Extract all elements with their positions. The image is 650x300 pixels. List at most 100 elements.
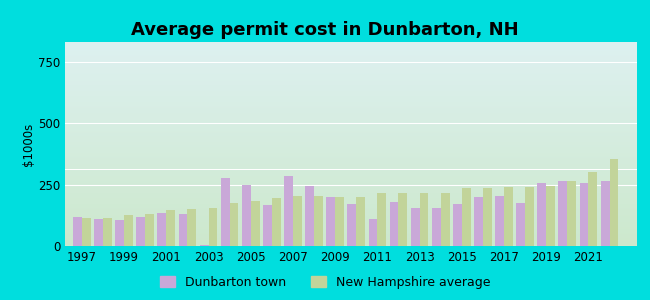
Bar — [65, 197, 637, 198]
Bar — [65, 201, 637, 202]
Bar — [124, 215, 133, 246]
Bar — [65, 73, 637, 74]
Bar — [65, 205, 637, 206]
Bar — [398, 193, 408, 246]
Bar — [65, 42, 637, 43]
Bar — [65, 89, 637, 90]
Bar — [65, 44, 637, 45]
Bar — [293, 196, 302, 246]
Bar — [65, 189, 637, 190]
Bar — [306, 186, 314, 246]
Bar — [495, 196, 504, 246]
Bar — [610, 159, 618, 246]
Bar — [65, 101, 637, 102]
Bar — [263, 206, 272, 246]
Bar — [65, 61, 637, 62]
Legend: Dunbarton town, New Hampshire average: Dunbarton town, New Hampshire average — [155, 271, 495, 294]
Bar — [65, 79, 637, 80]
Bar — [65, 220, 637, 221]
Bar — [65, 158, 637, 159]
Bar — [65, 211, 637, 212]
Bar — [65, 113, 637, 114]
Bar — [65, 226, 637, 228]
Bar — [65, 180, 637, 181]
Bar — [65, 104, 637, 105]
Bar — [251, 200, 259, 246]
Bar — [432, 208, 441, 246]
Bar — [580, 183, 588, 246]
Bar — [65, 56, 637, 57]
Bar — [115, 220, 124, 246]
Bar — [65, 169, 637, 170]
Bar — [65, 165, 637, 166]
Bar — [65, 81, 637, 82]
Bar — [441, 193, 450, 246]
Bar — [335, 197, 344, 246]
Bar — [65, 98, 637, 99]
Bar — [65, 43, 637, 44]
Bar — [65, 239, 637, 240]
Bar — [94, 219, 103, 246]
Bar — [65, 241, 637, 242]
Bar — [65, 170, 637, 172]
Bar — [65, 82, 637, 83]
Bar — [65, 186, 637, 187]
Bar — [65, 76, 637, 77]
Bar — [65, 195, 637, 196]
Bar — [166, 210, 176, 246]
Bar — [65, 243, 637, 244]
Bar — [65, 103, 637, 104]
Bar — [65, 202, 637, 203]
Bar — [65, 136, 637, 137]
Bar — [65, 50, 637, 51]
Bar — [65, 93, 637, 94]
Bar — [65, 110, 637, 111]
Bar — [65, 212, 637, 213]
Bar — [65, 105, 637, 106]
Bar — [65, 224, 637, 225]
Bar — [65, 237, 637, 238]
Bar — [546, 186, 555, 246]
Bar — [65, 47, 637, 48]
Bar — [314, 196, 323, 246]
Bar — [242, 184, 251, 246]
Bar — [65, 172, 637, 174]
Bar — [601, 181, 610, 246]
Bar — [65, 191, 637, 192]
Bar — [347, 204, 356, 246]
Bar — [65, 74, 637, 75]
Bar — [145, 214, 154, 246]
Bar — [65, 60, 637, 62]
Bar — [65, 92, 637, 93]
Bar — [65, 131, 637, 132]
Bar — [65, 178, 637, 179]
Bar — [65, 218, 637, 220]
Bar — [65, 200, 637, 201]
Bar — [369, 219, 378, 246]
Bar — [567, 181, 576, 246]
Bar — [65, 149, 637, 150]
Bar — [65, 100, 637, 101]
Bar — [356, 197, 365, 246]
Bar — [65, 132, 637, 133]
Bar — [65, 184, 637, 185]
Bar — [65, 206, 637, 207]
Bar — [65, 45, 637, 46]
Bar — [65, 80, 637, 81]
Bar — [65, 85, 637, 86]
Bar — [65, 128, 637, 129]
Bar — [65, 94, 637, 95]
Bar — [65, 156, 637, 157]
Bar — [65, 230, 637, 231]
Bar — [65, 223, 637, 224]
Bar — [588, 172, 597, 246]
Bar — [65, 204, 637, 205]
Bar — [65, 53, 637, 54]
Bar — [179, 214, 187, 246]
Bar — [65, 164, 637, 165]
Bar — [65, 232, 637, 233]
Bar — [65, 155, 637, 156]
Bar — [65, 236, 637, 237]
Bar — [65, 123, 637, 124]
Bar — [65, 124, 637, 126]
